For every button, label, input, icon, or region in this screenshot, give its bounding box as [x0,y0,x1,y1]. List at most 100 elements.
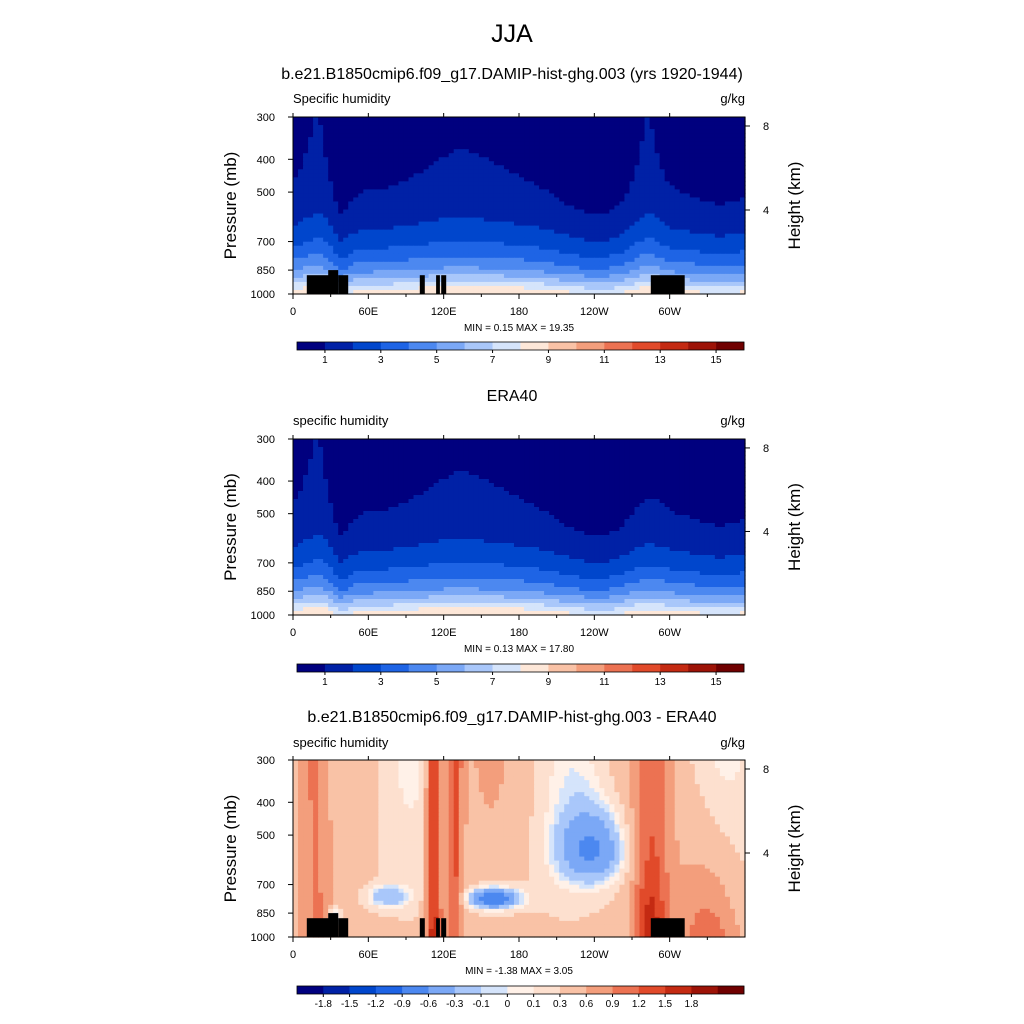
field-cell [393,439,400,444]
field-cell [544,289,550,295]
field-cell [639,169,646,174]
field-cell [654,253,661,259]
field-cell [604,439,610,444]
field-cell [599,229,605,235]
field-cell [594,265,600,271]
field-cell [403,289,410,295]
field-cell [448,463,455,468]
field-cell [353,475,359,480]
colorbar-swatch [688,342,717,350]
field-cell [529,451,535,456]
field-cell [458,197,465,203]
field-cell [503,137,510,142]
field-cell [313,121,319,126]
field-cell [634,237,641,243]
field-cell [323,225,329,231]
field-cell [729,181,736,186]
field-cell [478,137,485,142]
field-cell [699,467,706,472]
field-cell [674,209,681,215]
field-cell [358,245,364,251]
field-cell [473,237,480,243]
field-cell [604,289,610,295]
field-cell [358,229,364,235]
field-cell [719,213,726,219]
field-cell [373,237,379,243]
field-cell [649,133,656,138]
field-cell [378,451,384,456]
field-cell [544,447,550,452]
field-cell [704,129,711,134]
field-cell [458,161,465,166]
field-cell [699,133,706,138]
field-cell [493,149,500,154]
field-cell [569,281,575,287]
field-cell [473,169,480,174]
field-cell [498,289,505,295]
field-cell [524,253,530,259]
field-cell [398,189,405,195]
field-cell [614,233,621,239]
field-cell [689,269,696,275]
field-cell [684,149,691,154]
field-cell [498,217,505,223]
field-cell [614,475,621,480]
field-cell [323,475,329,480]
field-cell [739,471,746,476]
field-cell [589,185,595,191]
field-cell [634,261,641,267]
field-cell [328,459,334,464]
field-cell [594,209,600,215]
field-cell [629,451,636,456]
field-cell [333,213,339,219]
field-cell [649,217,656,223]
field-cell [298,213,304,219]
field-cell [604,451,610,456]
field-cell [594,221,600,227]
field-cell [714,281,721,287]
field-cell [669,245,676,251]
field-cell [338,117,344,122]
field-cell [729,217,736,223]
field-cell [513,189,520,195]
field-cell [629,237,636,243]
field-cell [634,447,641,452]
field-cell [599,157,605,162]
field-cell [458,221,465,227]
field-cell [448,233,455,239]
field-cell [343,209,349,215]
field-cell [343,173,349,178]
field-cell [328,253,334,259]
colorbar-swatch [716,342,745,350]
field-cell [599,451,605,456]
field-cell [689,177,696,182]
colorbar-swatch [297,342,326,350]
field-cell [493,165,500,170]
field-cell [428,455,435,460]
field-cell [343,257,349,263]
field-cell [584,285,590,291]
field-cell [664,459,671,464]
field-cell [624,129,631,134]
field-cell [388,249,395,255]
field-cell [498,479,505,484]
field-cell [564,451,570,456]
field-cell [634,145,641,150]
field-cell [599,181,605,186]
field-cell [433,117,440,122]
field-cell [529,125,535,130]
field-cell [519,447,525,452]
field-cell [624,257,631,263]
field-cell [619,125,626,130]
field-cell [679,475,686,480]
field-cell [684,201,691,207]
field-cell [378,209,384,215]
field-cell [363,201,369,207]
field-cell [323,141,329,146]
field-cell [313,261,319,267]
field-cell [398,289,405,295]
field-cell [554,261,560,267]
field-cell [614,117,621,122]
field-cell [503,181,510,186]
field-cell [724,209,731,215]
